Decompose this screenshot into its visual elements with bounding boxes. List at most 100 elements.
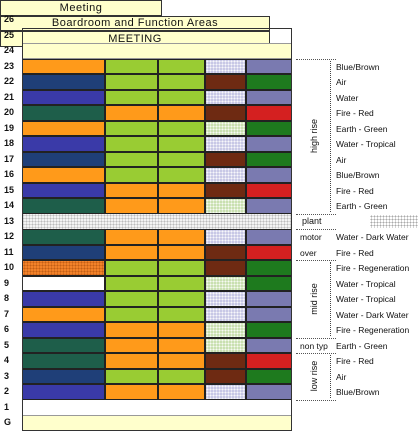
floor-theme-label: Air [336, 154, 347, 165]
floor-cell [105, 229, 158, 245]
floor-cell [205, 275, 246, 291]
floor-cell [105, 337, 158, 353]
floor-cell [158, 337, 205, 353]
floor-cell [22, 275, 105, 291]
floor-cell [158, 89, 205, 105]
floor-theme-label: Water - Dark Water [336, 232, 409, 242]
floor-cell [105, 151, 158, 167]
floor-cell [22, 151, 105, 167]
floor-number: 1 [4, 401, 10, 412]
floor-cell [205, 74, 246, 90]
floor-cell [158, 260, 205, 276]
floor-cell [22, 167, 105, 183]
floor-cell [158, 384, 205, 400]
floor-cell [105, 182, 158, 198]
floor-number: 18 [4, 138, 15, 148]
floor-number: 21 [4, 91, 15, 102]
floor-cell [158, 229, 205, 245]
zone-label: low rise [309, 361, 319, 392]
floor-cell [105, 244, 158, 260]
floor-number: G [4, 417, 12, 427]
floor-cell [158, 74, 205, 90]
zone-separator [296, 260, 336, 261]
floor-cell [158, 291, 205, 307]
floor-theme-label: Fire - Regeneration [336, 263, 410, 273]
floor-cell [205, 58, 246, 74]
floor-cell [246, 322, 292, 338]
plant-label: plant [302, 215, 322, 226]
empty-floor [22, 43, 292, 59]
floor-theme-label: Fire - Regeneration [336, 325, 410, 335]
floor-cell [158, 136, 205, 152]
floor-theme-label: Air [336, 77, 347, 87]
zone-label: mid rise [309, 283, 319, 315]
floor-caption: Boardroom and Function Areas [0, 15, 270, 31]
floor-cell [22, 306, 105, 322]
floor-cell [105, 167, 158, 183]
floor-cell [22, 198, 105, 214]
floor-cell [246, 120, 292, 136]
floor-number: 23 [4, 60, 15, 71]
floor-cell [246, 368, 292, 384]
floor-number: 25 [4, 29, 15, 40]
floor-theme-label: Fire - Red [336, 356, 374, 366]
floor-cell [205, 260, 246, 276]
floor-cell [22, 291, 105, 307]
floor-theme-label: Fire - Red [336, 247, 374, 258]
floor-theme-label: Air [336, 371, 347, 382]
floor-cell [205, 229, 246, 245]
floor-cell [246, 353, 292, 369]
floor-number: 3 [4, 370, 10, 381]
floor-cell [205, 151, 246, 167]
zone-separator [296, 399, 336, 401]
floor-number: 9 [4, 277, 10, 288]
floor-cell [158, 275, 205, 291]
floor-cell [22, 89, 105, 105]
floor-cell [246, 306, 292, 322]
floor-cell [205, 322, 246, 338]
floor-cell [246, 198, 292, 214]
floor-cell [246, 337, 292, 353]
floor-cell [246, 229, 292, 245]
floor-cell [105, 136, 158, 152]
top-meeting-cap: Meeting [0, 0, 162, 16]
floor-cell [205, 182, 246, 198]
floor-theme-label: Earth - Green [336, 201, 388, 211]
floor-cell [158, 58, 205, 74]
floor-cell [246, 167, 292, 183]
floor-number: 11 [4, 246, 14, 257]
floor-cell [105, 291, 158, 307]
floor-theme-label: Fire - Red [336, 185, 374, 196]
floor-theme-label: Water [336, 92, 359, 103]
floor-cell [158, 198, 205, 214]
zone-separator [296, 337, 336, 339]
floor-theme-label: Blue/Brown [336, 387, 380, 397]
zone-label: high rise [309, 118, 319, 154]
floor-cell [105, 89, 158, 105]
floor-cell [246, 105, 292, 121]
floor-cell [105, 74, 158, 90]
floor-theme-label: Water - Tropical [336, 294, 396, 304]
floor-cell [205, 337, 246, 353]
floor-cell [22, 384, 105, 400]
floor-cell [205, 120, 246, 136]
floor-cell [105, 120, 158, 136]
floor-cell [205, 384, 246, 400]
floor-cell [22, 120, 105, 136]
floor-cell [246, 58, 292, 74]
floor-cell [105, 384, 158, 400]
zone-bracket [330, 60, 331, 212]
caption-text: Meeting [59, 1, 103, 14]
zone-separator [296, 353, 336, 354]
side-note: over [300, 247, 317, 258]
floor-cell [205, 89, 246, 105]
floor-cell [158, 368, 205, 384]
floor-cell [205, 136, 246, 152]
floor-cell [22, 322, 105, 338]
floor-number: 17 [4, 153, 15, 164]
floor-cell [105, 353, 158, 369]
zone-bracket [330, 262, 331, 336]
floor-number: 16 [4, 169, 15, 179]
floor-cell [205, 244, 246, 260]
floor-cell [105, 322, 158, 338]
